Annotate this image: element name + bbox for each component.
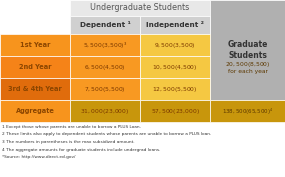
- Text: 4 The aggregate amounts for graduate students include undergrad loans.: 4 The aggregate amounts for graduate stu…: [2, 147, 160, 152]
- Text: 1st Year: 1st Year: [20, 42, 50, 48]
- Bar: [70, 78, 140, 100]
- Bar: [70, 56, 140, 78]
- Bar: [140, 100, 210, 122]
- Text: $31,000 ($23,000): $31,000 ($23,000): [80, 107, 130, 116]
- Bar: [0, 0, 70, 16]
- Text: 3 The numbers in parentheses is the max subsidized amount.: 3 The numbers in parentheses is the max …: [2, 140, 135, 144]
- Bar: [140, 78, 210, 100]
- Bar: [210, 0, 285, 100]
- Text: $138,500 ($65,500)⁴: $138,500 ($65,500)⁴: [222, 106, 273, 116]
- Bar: [0, 100, 70, 122]
- Text: Aggregate: Aggregate: [16, 108, 54, 114]
- Bar: [140, 16, 210, 34]
- Text: $9,500 ($3,500): $9,500 ($3,500): [154, 41, 196, 50]
- Text: Graduate
Students: Graduate Students: [227, 40, 268, 60]
- Text: Independent ²: Independent ²: [146, 21, 204, 28]
- Bar: [0, 16, 70, 34]
- Bar: [70, 34, 140, 56]
- Bar: [70, 16, 140, 34]
- Text: Undergraduate Students: Undergraduate Students: [90, 4, 190, 13]
- Text: 3rd & 4th Year: 3rd & 4th Year: [8, 86, 62, 92]
- Bar: [70, 100, 140, 122]
- Bar: [0, 56, 70, 78]
- Text: 2 These limits also apply to dependent students whose parents are unable to borr: 2 These limits also apply to dependent s…: [2, 133, 211, 136]
- Bar: [70, 0, 210, 16]
- Bar: [0, 78, 70, 100]
- Bar: [140, 56, 210, 78]
- Text: $57,500 ($23,000): $57,500 ($23,000): [150, 107, 200, 116]
- Text: $5,500 ($3,500)³: $5,500 ($3,500)³: [83, 40, 127, 50]
- Text: $10,500 ($4,500): $10,500 ($4,500): [152, 62, 198, 72]
- Text: $7,500 ($5,500): $7,500 ($5,500): [84, 84, 126, 93]
- Text: 2nd Year: 2nd Year: [19, 64, 51, 70]
- Text: $12,500 ($5,500): $12,500 ($5,500): [152, 84, 198, 93]
- Text: $20,500 ($8,500)
for each year: $20,500 ($8,500) for each year: [225, 60, 270, 74]
- Text: 1 Except those whose parents are unable to borrow a PLUS Loan.: 1 Except those whose parents are unable …: [2, 125, 141, 129]
- Bar: [210, 100, 285, 122]
- Bar: [0, 34, 70, 56]
- Text: $6,500 ($4,500): $6,500 ($4,500): [84, 62, 126, 72]
- Text: Dependent ¹: Dependent ¹: [80, 21, 131, 28]
- Bar: [140, 34, 210, 56]
- Text: *Source: http://www.direct.ed.gov/: *Source: http://www.direct.ed.gov/: [2, 155, 75, 159]
